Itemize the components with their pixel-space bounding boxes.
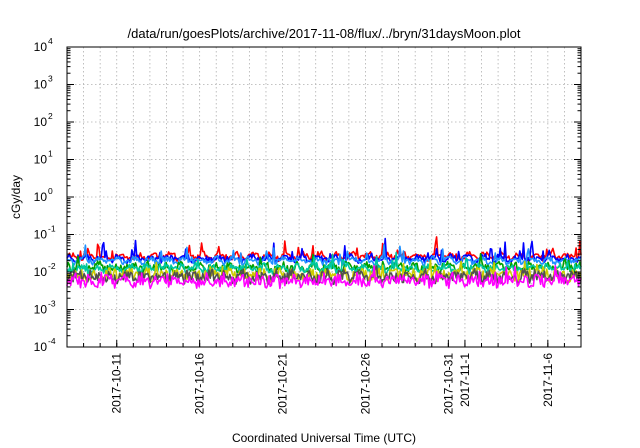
y-tick-base: 10	[34, 265, 48, 279]
chart-title: /data/run/goesPlots/archive/2017-11-08/f…	[128, 26, 521, 41]
y-tick-exponent: 3	[48, 74, 53, 84]
y-tick-label: 10 -2	[34, 261, 56, 279]
y-tick-exponent: -2	[48, 261, 56, 271]
y-tick-label: 10 4	[34, 36, 53, 54]
y-tick-base: 10	[34, 153, 48, 167]
x-axis-ticks: 2017-10-11 2017-10-16 2017-10-21 2017-10-26…	[83, 340, 565, 415]
x-tick-label: 2017-10-26	[358, 353, 372, 415]
x-axis-label: Coordinated Universal Time (UTC)	[232, 431, 416, 445]
y-tick-base: 10	[34, 303, 48, 317]
y-tick-label: 10 -1	[34, 224, 56, 242]
x-tick-label: 2017-10-31	[441, 353, 455, 415]
x-tick-label: 2017-10-11	[110, 353, 124, 414]
series-line	[66, 237, 582, 265]
y-tick-base: 10	[34, 115, 48, 129]
y-tick-exponent: 0	[48, 186, 53, 196]
x-tick-label: 2017-10-21	[276, 353, 290, 415]
y-tick-exponent: -3	[48, 299, 56, 309]
y-tick-label: 10 0	[34, 186, 53, 204]
y-tick-exponent: 1	[48, 149, 53, 159]
x-tick-label: 2017-11-6	[541, 353, 555, 407]
series-line	[66, 244, 582, 267]
y-tick-base: 10	[34, 340, 48, 354]
y-tick-label: 10 2	[34, 111, 53, 129]
y-tick-exponent: -1	[48, 224, 56, 234]
y-axis-label: cGy/day	[9, 175, 23, 219]
y-tick-exponent: 2	[48, 111, 53, 121]
grid-lines	[67, 47, 581, 347]
y-tick-label: 10 3	[34, 74, 53, 92]
data-series	[66, 236, 582, 290]
y-tick-exponent: 4	[48, 36, 53, 46]
y-tick-base: 10	[34, 40, 48, 54]
y-tick-base: 10	[34, 78, 48, 92]
y-tick-label: 10 1	[34, 149, 53, 167]
y-tick-base: 10	[34, 228, 48, 242]
x-tick-label: 2017-11-1	[458, 353, 472, 407]
x-tick-label: 2017-10-16	[193, 353, 207, 415]
y-tick-exponent: -4	[48, 336, 56, 346]
series-line	[66, 264, 582, 290]
y-tick-label: 10 -3	[34, 299, 56, 317]
y-tick-base: 10	[34, 190, 48, 204]
y-tick-label: 10 -4	[34, 336, 56, 354]
